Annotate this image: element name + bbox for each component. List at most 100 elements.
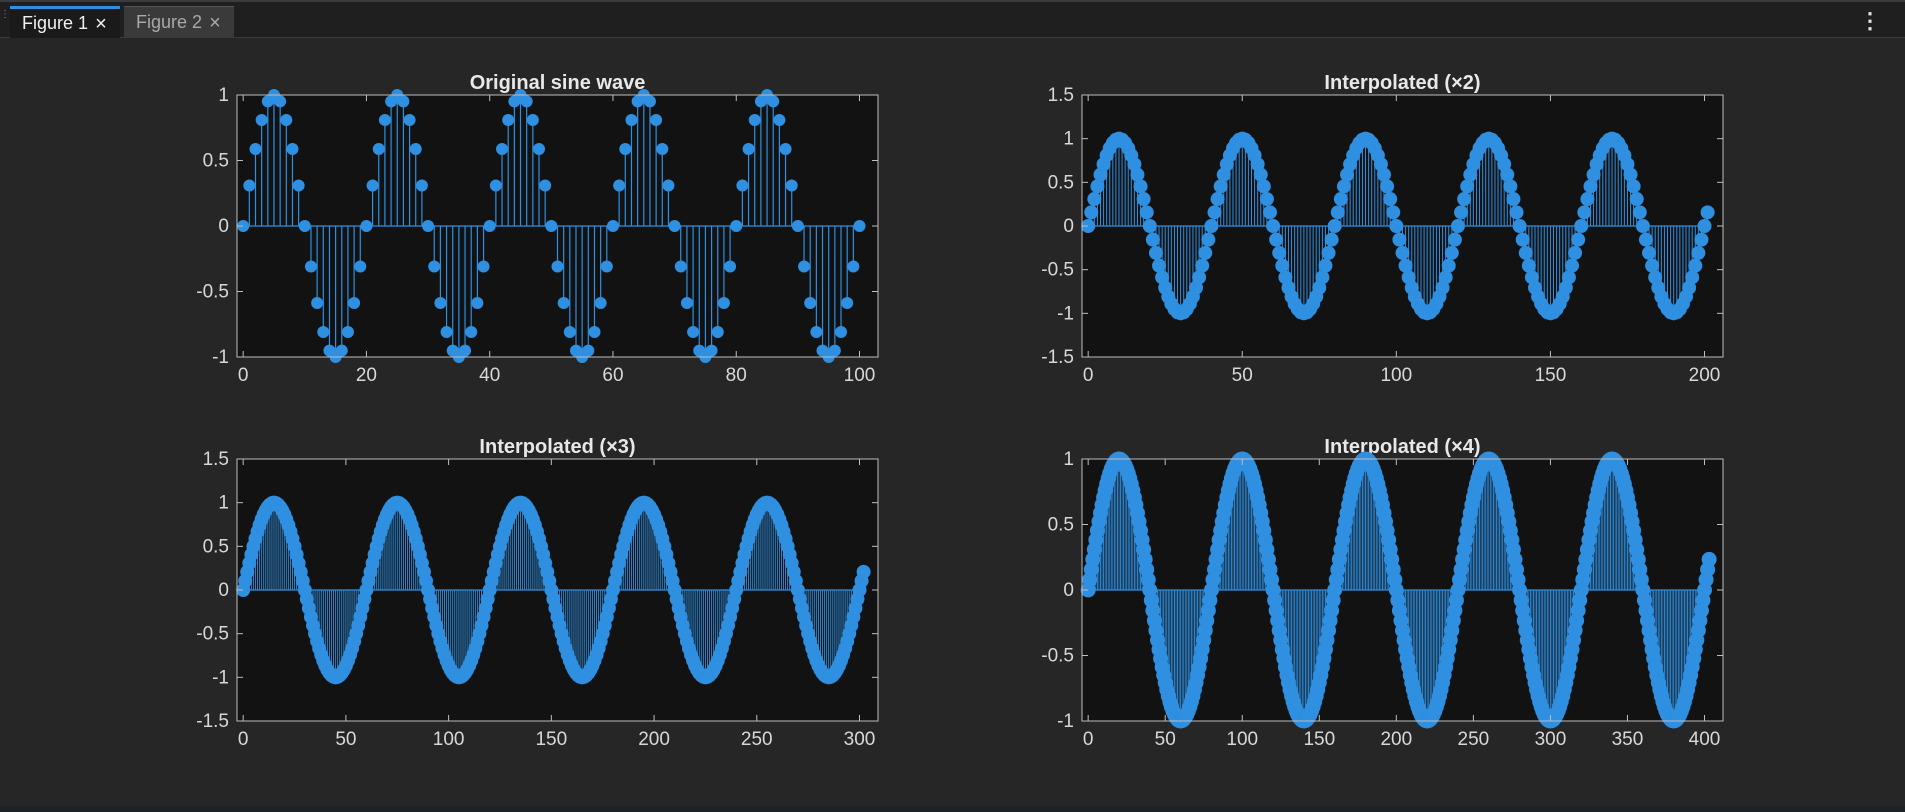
x-tick-label: 400 bbox=[1689, 729, 1721, 750]
stem-marker bbox=[643, 95, 656, 108]
subplot-4: Interpolated (×4) 0 50 100 150 200 250 300 350 40… bbox=[1041, 436, 1724, 750]
stem-marker bbox=[366, 179, 379, 192]
stem-marker bbox=[1204, 219, 1219, 233]
y-tick-label: 0.5 bbox=[1048, 515, 1074, 536]
stem-marker bbox=[828, 344, 841, 357]
stem-marker bbox=[1327, 219, 1342, 233]
stem-marker bbox=[378, 114, 391, 127]
close-icon[interactable]: × bbox=[209, 11, 221, 34]
stem-marker bbox=[650, 114, 663, 127]
y-tick-label: 1.5 bbox=[203, 449, 229, 470]
stem-marker bbox=[335, 344, 348, 357]
stem-marker bbox=[237, 220, 250, 232]
y-tick-label: -1 bbox=[1057, 711, 1074, 732]
stem-marker bbox=[1315, 270, 1330, 285]
x-tick-label: 200 bbox=[1380, 729, 1412, 750]
subplot-title: Interpolated (×3) bbox=[479, 436, 635, 458]
stem-marker bbox=[1691, 245, 1706, 260]
stem-marker bbox=[243, 179, 256, 192]
tab-figure-2[interactable]: Figure 2 × bbox=[124, 6, 234, 38]
stem-marker bbox=[539, 179, 552, 192]
stem-marker bbox=[317, 325, 330, 338]
stem-marker bbox=[440, 325, 453, 338]
stem-series bbox=[1081, 131, 1715, 321]
tab-label: Figure 1 bbox=[22, 13, 89, 33]
x-tick-label: 20 bbox=[356, 365, 377, 386]
stem-marker bbox=[853, 220, 866, 232]
y-tick-label: -0.5 bbox=[196, 282, 229, 303]
stem-marker bbox=[533, 143, 546, 156]
stem-marker bbox=[354, 260, 367, 273]
stem-marker bbox=[1133, 179, 1148, 194]
stem-marker bbox=[1333, 192, 1348, 207]
stem-marker bbox=[1275, 258, 1290, 273]
y-tick-label: 0 bbox=[1063, 216, 1074, 237]
x-tick-label: 150 bbox=[1303, 729, 1335, 750]
stem-marker bbox=[1262, 205, 1277, 220]
tab-label: Figure 2 bbox=[136, 12, 203, 32]
stem-marker bbox=[551, 260, 564, 273]
subplot-2: Interpolated (×2) 0 50 100 150 200 -1.5 -1 -0.5 0… bbox=[1041, 72, 1724, 386]
stem-marker bbox=[600, 260, 613, 273]
stem-marker bbox=[1272, 245, 1287, 260]
tab-bar-top-line bbox=[0, 0, 1905, 2]
stem-marker bbox=[705, 344, 718, 357]
stem-marker bbox=[409, 143, 422, 156]
stem-marker bbox=[1460, 179, 1475, 194]
tab-figure-1[interactable]: Figure 1 × bbox=[10, 6, 120, 38]
stem-marker bbox=[1564, 258, 1579, 273]
stem-marker bbox=[1269, 232, 1284, 247]
stem-marker bbox=[841, 296, 854, 309]
x-tick-label: 250 bbox=[741, 729, 773, 750]
stem-marker bbox=[1623, 167, 1638, 182]
stem-marker bbox=[582, 344, 595, 357]
y-tick-label: 1 bbox=[218, 85, 229, 106]
stem-marker bbox=[619, 143, 632, 156]
y-tick-label: -1.5 bbox=[1041, 347, 1074, 368]
y-tick-label: -0.5 bbox=[1041, 646, 1074, 667]
y-tick-label: -1 bbox=[212, 347, 229, 368]
stem-marker bbox=[662, 179, 675, 192]
y-tick-label: 1.5 bbox=[1048, 85, 1074, 106]
stem-marker bbox=[711, 325, 724, 338]
y-tick-label: -1.5 bbox=[196, 711, 229, 732]
stem-marker bbox=[1701, 551, 1717, 567]
kebab-menu-icon[interactable]: ⋮ bbox=[1859, 8, 1881, 33]
stem-marker bbox=[625, 114, 638, 127]
drag-grip-icon[interactable]: ⋮ bbox=[0, 9, 10, 20]
stem-marker bbox=[1571, 232, 1586, 247]
subplot-3: Interpolated (×3) 0 50 100 150 200 250 300 -1.5 -… bbox=[196, 436, 879, 750]
stem-marker bbox=[1081, 219, 1096, 233]
stem-marker bbox=[1084, 205, 1099, 220]
stem-marker bbox=[1645, 258, 1660, 273]
stem-marker bbox=[298, 220, 311, 232]
x-tick-label: 0 bbox=[238, 729, 249, 750]
stem-marker bbox=[1195, 258, 1210, 273]
stem-marker bbox=[1450, 219, 1465, 233]
stem-marker bbox=[1457, 192, 1472, 207]
stem-marker bbox=[1136, 192, 1151, 207]
stem-marker bbox=[471, 296, 484, 309]
stem-marker bbox=[520, 95, 533, 108]
stem-marker bbox=[1580, 192, 1595, 207]
stem-marker bbox=[1685, 270, 1700, 285]
stem-marker bbox=[1256, 179, 1271, 194]
x-tick-label: 200 bbox=[1689, 365, 1721, 386]
stem-marker bbox=[1130, 167, 1145, 182]
stem-marker bbox=[1145, 232, 1160, 247]
y-tick-label: 0 bbox=[218, 580, 229, 601]
stem-marker bbox=[1697, 219, 1712, 233]
stem-marker bbox=[588, 325, 601, 338]
close-icon[interactable]: × bbox=[95, 12, 107, 35]
stem-marker bbox=[606, 220, 619, 232]
stem-marker bbox=[767, 95, 780, 108]
stem-marker bbox=[798, 260, 811, 273]
stem-marker bbox=[360, 220, 373, 232]
stem-marker bbox=[1139, 205, 1154, 220]
stem-marker bbox=[1210, 192, 1225, 207]
stem-marker bbox=[1380, 179, 1395, 194]
x-tick-label: 50 bbox=[335, 729, 356, 750]
x-tick-label: 0 bbox=[238, 365, 249, 386]
stem-marker bbox=[730, 220, 743, 232]
stem-marker bbox=[736, 179, 749, 192]
